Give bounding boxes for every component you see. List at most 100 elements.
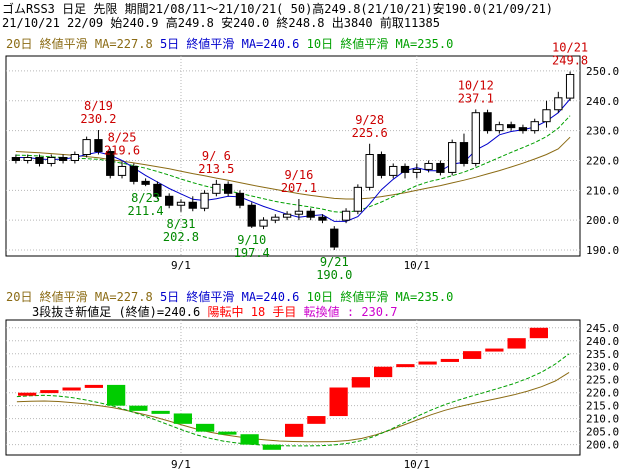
annotation-label: 213.5 <box>198 162 234 176</box>
candle-up <box>412 168 421 173</box>
new-price-bar-down <box>218 431 237 435</box>
candle-down <box>459 142 469 164</box>
candle-down <box>153 183 162 197</box>
plot-frame <box>5 55 581 257</box>
y-tick-label: 200.0 <box>586 214 619 227</box>
annotation-label: 249.8 <box>552 54 588 68</box>
candle-down <box>188 201 197 209</box>
chart-header-period: ゴムRSS3 日足 先限 期間21/08/11～21/10/21( 50)高24… <box>2 1 622 17</box>
candle-down <box>11 156 21 161</box>
annotation-label: 8/19 <box>84 99 113 113</box>
candle-up <box>495 124 504 132</box>
annotation-label: 10/21 <box>552 41 588 55</box>
candle-up <box>424 162 433 170</box>
step-count: 18 手目 <box>250 305 297 319</box>
y-tick-label: 200.0 <box>586 439 619 452</box>
candle-up <box>565 74 575 99</box>
legend-ma20-bottom: 20日 終値平滑 MA=227.8 <box>6 290 153 304</box>
annotation-label: 230.2 <box>80 112 116 126</box>
candle-up <box>271 216 280 221</box>
y-tick-label: 240.0 <box>586 335 619 348</box>
y-tick-label: 235.0 <box>586 348 619 361</box>
candle-down <box>58 156 68 161</box>
new-price-bar-down <box>173 413 192 424</box>
annotation-label: 202.8 <box>163 230 199 244</box>
candle-up <box>471 112 480 164</box>
annotation-label: 9/ 6 <box>202 149 231 163</box>
y-tick-label: 230.0 <box>586 125 619 138</box>
new-price-bar-up <box>507 338 526 349</box>
annotation-label: 9/10 <box>237 233 266 247</box>
candle-up <box>117 165 127 176</box>
annotation-label: 197.4 <box>234 246 270 260</box>
annotation-label: 219.6 <box>104 144 140 158</box>
new-price-bar-up <box>40 390 59 394</box>
candle-up <box>365 154 374 188</box>
ma20-line <box>16 371 570 443</box>
new-price-bar-up <box>351 377 370 388</box>
candle-down <box>247 204 256 227</box>
new-price-bar-down <box>196 423 215 432</box>
new-price-bar-up <box>463 351 482 359</box>
candle-down <box>94 139 103 153</box>
new-price-bar-up <box>18 392 37 396</box>
candle-up <box>389 165 398 176</box>
candle-down <box>165 195 174 206</box>
legend-ma10-bottom: 10日 終値平滑 MA=235.0 <box>306 290 454 304</box>
legend-ma10: 10日 終値平滑 MA=235.0 <box>306 37 454 51</box>
annotation-label: 225.6 <box>352 126 388 140</box>
annotation-label: 9/16 <box>284 168 313 182</box>
new-price-bar-down <box>129 405 148 411</box>
new-price-bar-up <box>307 416 326 424</box>
candle-down <box>330 228 339 248</box>
legend-ma20: 20日 終値平滑 MA=227.8 <box>6 37 153 51</box>
chart-header-ohlc: 21/10/21 22/09 始240.9 高249.8 安240.0 終248… <box>2 16 441 30</box>
new-price-bar-down <box>240 434 259 445</box>
legend-ma5-bottom: 5日 終値平滑 MA=240.6 <box>159 290 300 304</box>
candle-down <box>318 216 327 221</box>
x-tick-label: 10/1 <box>404 458 431 471</box>
candle-down <box>506 124 516 129</box>
candle-up <box>176 201 186 206</box>
new-price-bar-up <box>418 361 437 365</box>
y-tick-label: 210.0 <box>586 184 619 197</box>
x-tick-label: 9/1 <box>171 458 191 471</box>
annotation-label: 190.0 <box>316 268 352 282</box>
bottom-status: 3段抜き新値足 (終値)=240.6 陽転中 18 手目 転換値 : 230.7 <box>32 305 397 319</box>
new-price-bar-up <box>285 423 304 437</box>
annotation-label: 9/28 <box>355 113 384 127</box>
candle-down <box>223 183 233 194</box>
annotation-label: 211.4 <box>128 204 164 218</box>
y-tick-label: 230.0 <box>586 361 619 374</box>
new-price-bar-up <box>529 327 548 339</box>
new-price-bar-up <box>62 387 81 391</box>
kagi-label: 3段抜き新値足 (終値)=240.6 <box>32 305 201 319</box>
trend-status: 陽転中 <box>207 305 244 319</box>
annotation-label: 8/25 <box>108 131 137 145</box>
new-price-bar-up <box>396 364 415 368</box>
x-tick-label: 10/1 <box>404 259 431 272</box>
candle-up <box>82 139 91 156</box>
y-tick-label: 245.0 <box>586 322 619 335</box>
candle-down <box>436 162 445 173</box>
candle-up <box>554 97 563 111</box>
y-tick-label: 205.0 <box>586 426 619 439</box>
new-price-bar-up <box>84 384 103 388</box>
new-price-bar-panel: 200.0205.0210.0215.0220.0225.0230.0235.0… <box>5 319 619 471</box>
annotation-label: 237.1 <box>458 91 494 105</box>
candle-up <box>282 213 292 218</box>
candle-up <box>294 210 304 215</box>
y-tick-label: 215.0 <box>586 400 619 413</box>
candle-up <box>23 156 32 161</box>
candle-down <box>306 210 315 218</box>
candlestick-panel: 190.0 200.0 210.0 220.0 230.0 240.0 250.0 9/1 10… <box>5 41 619 282</box>
candle-down <box>35 156 44 164</box>
annotation-label: 207.1 <box>281 181 317 195</box>
new-price-bar-up <box>440 358 459 362</box>
candle-up <box>212 183 221 194</box>
candle-up <box>448 142 457 173</box>
top-legend: 20日 終値平滑 MA=227.8 5日 終値平滑 MA=240.6 10日 終… <box>6 37 453 51</box>
annotation-label: 10/12 <box>458 78 494 92</box>
candle-down <box>377 154 386 176</box>
